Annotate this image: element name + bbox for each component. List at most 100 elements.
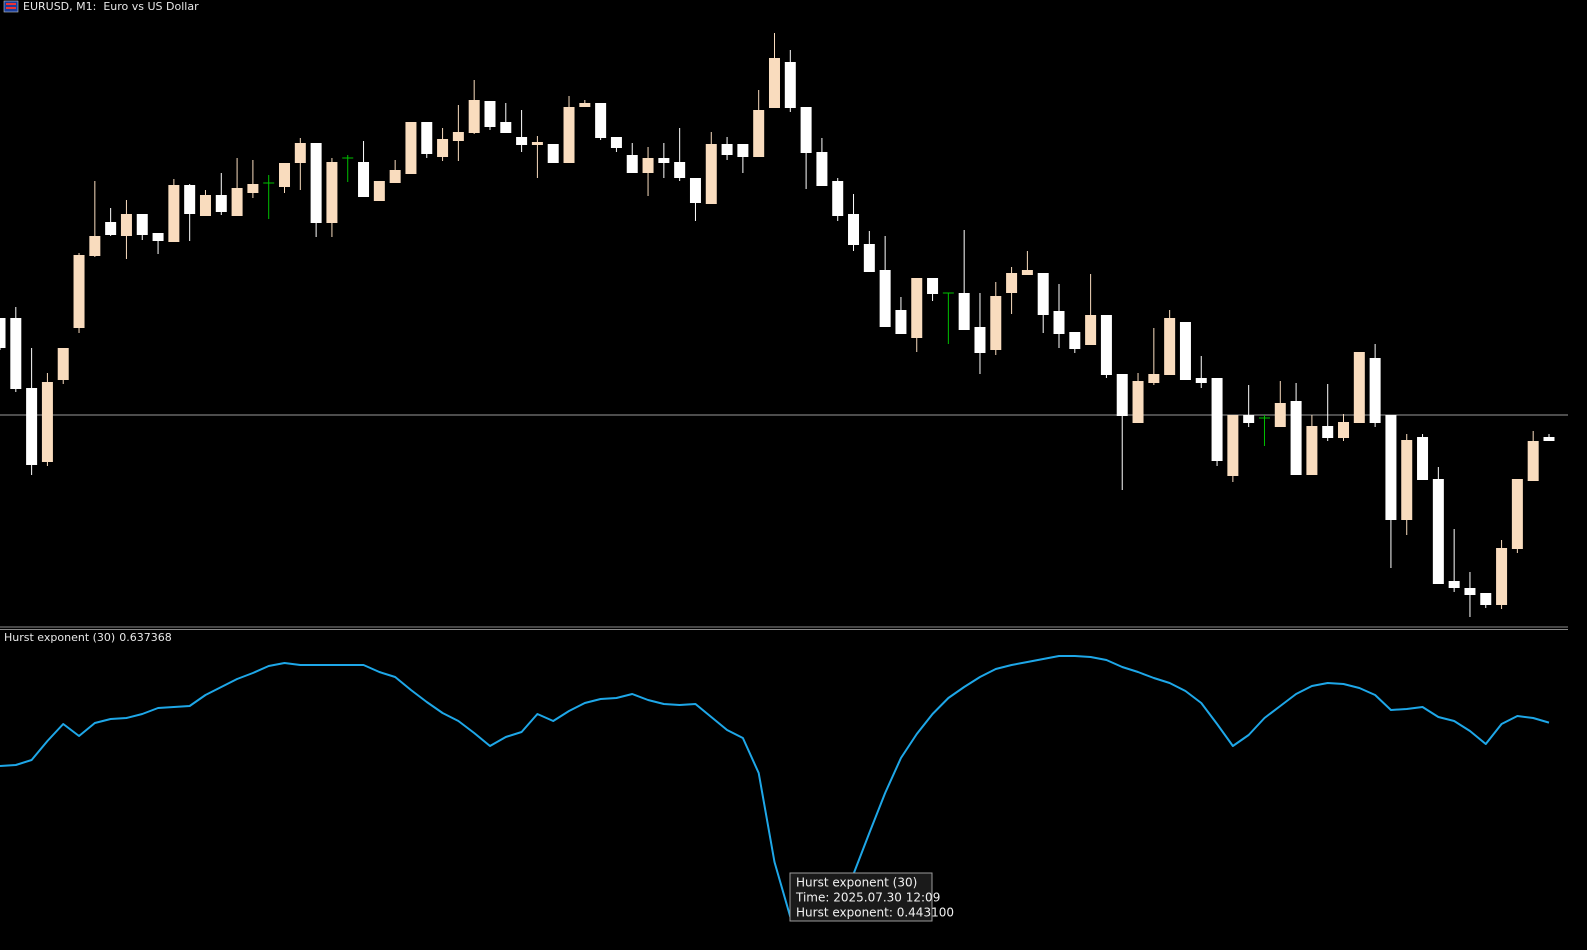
candle-body <box>1385 415 1397 520</box>
candle-body <box>753 110 765 157</box>
candle-body <box>1290 401 1302 475</box>
candle-body <box>1069 332 1081 349</box>
candle-body <box>1243 415 1255 423</box>
tooltip-box <box>789 872 933 922</box>
tooltip: Hurst exponent (30) Time: 2025.07.30 12:… <box>789 872 954 922</box>
candle-body <box>1401 440 1413 520</box>
candle-body <box>358 162 370 197</box>
candle-body <box>1164 318 1176 375</box>
indicator-panel <box>0 655 1550 918</box>
candle-body <box>1480 593 1492 605</box>
candle-body <box>768 58 780 108</box>
candle-body <box>958 293 970 330</box>
tooltip-value: Hurst exponent: 0.443100 <box>796 906 954 920</box>
candle-body <box>927 278 939 294</box>
candle-body <box>642 158 654 173</box>
indicator-name: Hurst exponent (30) <box>4 631 115 644</box>
candle-body <box>658 158 670 163</box>
candle-body <box>421 122 433 154</box>
candle-body <box>610 137 622 148</box>
candle-body <box>1021 270 1033 275</box>
candle-body <box>120 214 132 236</box>
candle-body <box>1085 315 1097 345</box>
candle-body <box>1432 479 1444 584</box>
candle-body <box>1496 548 1508 605</box>
candle-body <box>0 318 6 348</box>
candle-body <box>73 255 85 328</box>
candle-body <box>89 236 101 256</box>
candle-body <box>1006 273 1018 293</box>
candle-body <box>484 101 496 127</box>
symbol-icon-stripe <box>6 7 16 9</box>
symbol-header: EURUSD, M1: Euro vs US Dollar <box>3 0 199 13</box>
candle-body <box>1417 437 1429 480</box>
candle-body <box>1338 422 1350 438</box>
candle-body <box>531 142 543 145</box>
candle-body <box>832 181 844 216</box>
candle-body <box>41 382 53 462</box>
candle-body <box>1464 588 1476 595</box>
candle-body <box>105 222 117 235</box>
candle-body <box>152 233 164 241</box>
candle-body <box>800 107 812 153</box>
indicator-legend: Hurst exponent (30) 0.637368 <box>4 631 172 644</box>
candle-body <box>1511 479 1523 549</box>
candle-body <box>1306 426 1318 475</box>
candle-body <box>168 185 180 242</box>
candle-body <box>373 181 385 201</box>
candle-body <box>705 144 717 204</box>
candle-body <box>595 103 607 138</box>
candle-body <box>247 184 259 193</box>
candle-body <box>1148 374 1160 383</box>
candle-body <box>1100 315 1112 375</box>
candle-body <box>57 348 69 380</box>
indicator-line <box>0 655 1550 918</box>
tooltip-title: Hurst exponent (30) <box>796 876 917 890</box>
symbol-icon-stripe <box>6 3 16 5</box>
candle-body <box>547 144 559 163</box>
candle-body <box>1353 352 1365 423</box>
candle-body <box>879 270 891 327</box>
candle-body <box>1448 581 1460 588</box>
candle-body <box>231 188 243 216</box>
candle-body <box>500 122 512 133</box>
candle-body <box>516 137 528 145</box>
candle-body <box>1543 437 1555 441</box>
candle-body <box>721 144 733 155</box>
candle-body <box>674 162 686 178</box>
candle-body <box>1227 415 1239 476</box>
candle-body <box>626 155 638 173</box>
candle-body <box>737 144 749 157</box>
candle-body <box>136 214 148 235</box>
candle-body <box>1132 381 1144 423</box>
candle-body <box>863 244 875 272</box>
tooltip-time: Time: 2025.07.30 12:09 <box>795 891 940 905</box>
candle-body <box>1053 311 1065 334</box>
candle-body <box>563 107 575 163</box>
candle-body <box>1322 426 1334 438</box>
candle-body <box>10 318 22 389</box>
candle-body <box>452 132 464 141</box>
candle-body <box>294 143 306 163</box>
candle-body <box>468 100 480 133</box>
candle-body <box>579 103 591 107</box>
candle-body <box>895 310 907 334</box>
candle-body <box>1211 378 1223 461</box>
candle-body <box>26 388 38 465</box>
symbol-icon <box>3 0 19 13</box>
candle-body <box>184 185 196 214</box>
candle-body <box>974 327 986 353</box>
candle-body <box>405 122 417 174</box>
candle-body <box>389 170 401 183</box>
candle-body <box>279 163 291 187</box>
candle-body <box>990 296 1002 350</box>
indicator-value: 0.637368 <box>119 631 172 644</box>
candle-body <box>848 214 860 245</box>
candle-body <box>816 152 828 186</box>
candle-body <box>1179 322 1191 380</box>
candle-body <box>1195 378 1207 383</box>
candle-body <box>1527 441 1539 481</box>
